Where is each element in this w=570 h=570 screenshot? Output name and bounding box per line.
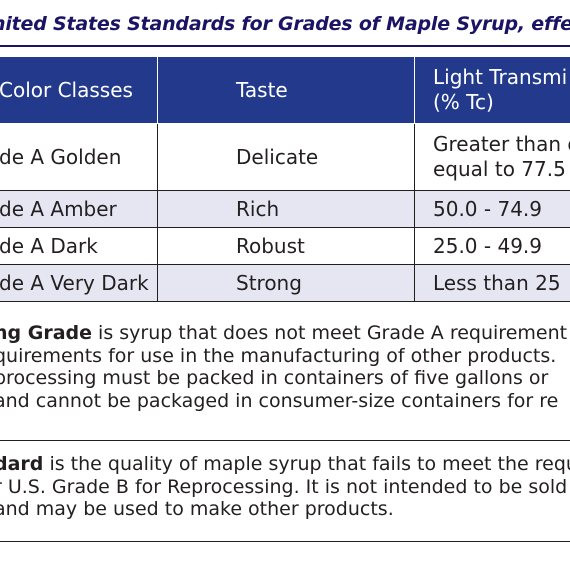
- color-class-cell: de A Dark: [0, 233, 98, 258]
- light-cell: 25.0 - 49.9: [433, 233, 542, 258]
- document-title: nited States Standards for Grades of Map…: [0, 13, 570, 35]
- substandard-paragraph: dard is the quality of maple syrup that …: [0, 453, 570, 521]
- color-class-cell: de A Amber: [0, 196, 117, 221]
- table-header-row: Color Classes Taste Light Transmi (% Tc): [0, 56, 570, 124]
- table-row: de A Amber Rich 50.0 - 74.9: [0, 190, 570, 228]
- light-cell-line1: Greater than o: [433, 132, 570, 156]
- color-class-cell: de A Golden: [0, 144, 122, 169]
- title-rule: [0, 45, 570, 47]
- processing-grade-term: ng Grade: [0, 322, 93, 344]
- taste-cell: Strong: [236, 270, 302, 295]
- grades-table: Color Classes Taste Light Transmi (% Tc)…: [0, 56, 570, 302]
- color-class-cell: de A Very Dark: [0, 270, 149, 295]
- taste-cell: Robust: [236, 233, 305, 258]
- table-row: de A Golden Delicate Greater than o equa…: [0, 123, 570, 191]
- header-light-line2: (% Tc): [433, 90, 494, 114]
- processing-grade-paragraph: ng Grade is syrup that does not meet Gra…: [0, 322, 570, 412]
- header-light-transmittance: Light Transmi (% Tc): [414, 56, 570, 124]
- header-light-line1: Light Transmi: [433, 65, 568, 89]
- bottom-rule: [0, 541, 570, 542]
- taste-cell: Delicate: [236, 144, 319, 169]
- light-cell-line2: equal to 77.5: [433, 157, 566, 181]
- header-color-classes: Color Classes: [0, 56, 158, 124]
- table-row: de A Dark Robust 25.0 - 49.9: [0, 227, 570, 265]
- taste-cell: Rich: [236, 196, 280, 221]
- header-taste: Taste: [157, 56, 415, 124]
- light-cell: Less than 25: [433, 270, 561, 295]
- table-row: de A Very Dark Strong Less than 25: [0, 264, 570, 302]
- light-cell: 50.0 - 74.9: [433, 196, 542, 221]
- substandard-term: dard: [0, 453, 44, 475]
- section-divider: [0, 440, 570, 441]
